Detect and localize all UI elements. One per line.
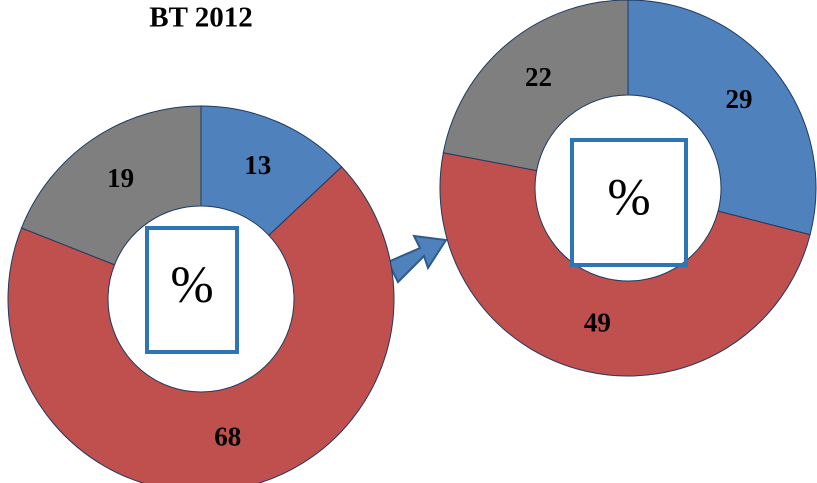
data-label: 13 — [244, 150, 271, 180]
donut-segment — [627, 0, 817, 236]
donut-segment — [439, 152, 811, 377]
center-label: % — [170, 257, 213, 314]
center-box — [570, 138, 688, 267]
chart-title: BT 2012 — [149, 2, 252, 34]
center-box — [145, 226, 239, 354]
data-label: 22 — [525, 62, 552, 92]
donut-segment — [7, 166, 395, 483]
arrow — [386, 234, 448, 284]
data-label: 19 — [107, 163, 134, 193]
donut-segment — [442, 0, 629, 172]
data-label: 49 — [584, 307, 611, 337]
center-label: % — [607, 169, 650, 226]
donut-segment — [20, 105, 202, 266]
data-label: 68 — [214, 422, 241, 452]
data-label: 29 — [726, 84, 753, 114]
